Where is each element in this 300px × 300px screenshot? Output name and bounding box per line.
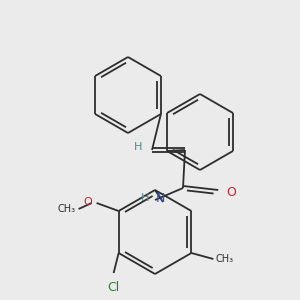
Text: Cl: Cl: [107, 281, 120, 294]
Text: CH₃: CH₃: [58, 204, 76, 214]
Text: H: H: [141, 193, 149, 203]
Text: O: O: [83, 197, 92, 207]
Text: CH₃: CH₃: [215, 254, 233, 264]
Text: H: H: [134, 142, 142, 152]
Text: O: O: [226, 185, 236, 199]
Text: N: N: [156, 191, 165, 205]
